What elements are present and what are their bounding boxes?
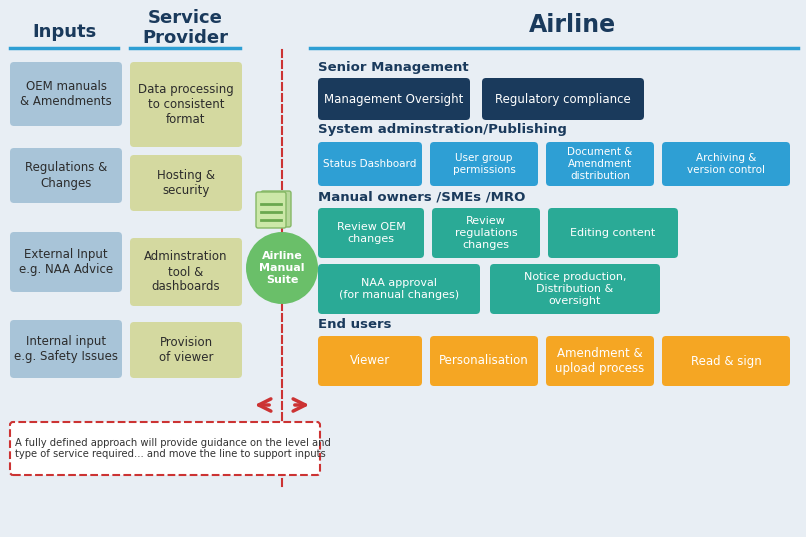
FancyBboxPatch shape bbox=[318, 78, 470, 120]
FancyBboxPatch shape bbox=[10, 62, 122, 126]
Text: End users: End users bbox=[318, 318, 392, 331]
Text: System adminstration/Publishing: System adminstration/Publishing bbox=[318, 124, 567, 136]
Text: Senior Management: Senior Management bbox=[318, 61, 468, 74]
Text: Airline
Manual
Suite: Airline Manual Suite bbox=[260, 251, 305, 285]
FancyBboxPatch shape bbox=[318, 336, 422, 386]
Text: User group
permissions: User group permissions bbox=[452, 153, 516, 175]
FancyBboxPatch shape bbox=[430, 336, 538, 386]
Text: Amendment &
upload process: Amendment & upload process bbox=[555, 347, 645, 375]
Text: Personalisation: Personalisation bbox=[439, 354, 529, 367]
Text: External Input
e.g. NAA Advice: External Input e.g. NAA Advice bbox=[19, 248, 113, 276]
Text: Status Dashboard: Status Dashboard bbox=[323, 159, 417, 169]
Text: Review
regulations
changes: Review regulations changes bbox=[455, 216, 517, 250]
Text: Archiving &
version control: Archiving & version control bbox=[687, 153, 765, 175]
Text: Management Oversight: Management Oversight bbox=[324, 92, 463, 105]
FancyBboxPatch shape bbox=[318, 264, 480, 314]
Text: NAA approval
(for manual changes): NAA approval (for manual changes) bbox=[339, 278, 459, 300]
Text: Document &
Amendment
distribution: Document & Amendment distribution bbox=[567, 147, 633, 180]
FancyBboxPatch shape bbox=[546, 142, 654, 186]
Text: A fully defined approach will provide guidance on the level and
type of service : A fully defined approach will provide gu… bbox=[15, 438, 331, 459]
FancyBboxPatch shape bbox=[490, 264, 660, 314]
FancyBboxPatch shape bbox=[430, 142, 538, 186]
Text: Regulations &
Changes: Regulations & Changes bbox=[25, 162, 107, 190]
Text: Inputs: Inputs bbox=[33, 23, 98, 41]
FancyBboxPatch shape bbox=[10, 320, 122, 378]
Text: Editing content: Editing content bbox=[571, 228, 655, 238]
FancyBboxPatch shape bbox=[256, 192, 286, 228]
Text: Data processing
to consistent
format: Data processing to consistent format bbox=[138, 83, 234, 126]
FancyBboxPatch shape bbox=[10, 422, 320, 475]
Text: Provision
of viewer: Provision of viewer bbox=[159, 336, 214, 364]
Text: Airline: Airline bbox=[529, 13, 616, 37]
FancyBboxPatch shape bbox=[10, 232, 122, 292]
FancyBboxPatch shape bbox=[318, 208, 424, 258]
FancyBboxPatch shape bbox=[10, 148, 122, 203]
Circle shape bbox=[246, 232, 318, 304]
FancyBboxPatch shape bbox=[261, 191, 291, 227]
Text: Service
Provider: Service Provider bbox=[142, 9, 228, 47]
Text: Manual owners /SMEs /MRO: Manual owners /SMEs /MRO bbox=[318, 191, 526, 204]
FancyBboxPatch shape bbox=[548, 208, 678, 258]
FancyBboxPatch shape bbox=[546, 336, 654, 386]
Text: Review OEM
changes: Review OEM changes bbox=[337, 222, 405, 244]
Text: Viewer: Viewer bbox=[350, 354, 390, 367]
FancyBboxPatch shape bbox=[318, 142, 422, 186]
Text: Read & sign: Read & sign bbox=[691, 354, 762, 367]
Text: OEM manuals
& Amendments: OEM manuals & Amendments bbox=[20, 80, 112, 108]
FancyBboxPatch shape bbox=[130, 155, 242, 211]
FancyBboxPatch shape bbox=[130, 322, 242, 378]
Text: Adminstration
tool &
dashboards: Adminstration tool & dashboards bbox=[144, 250, 228, 294]
Text: Notice production,
Distribution &
oversight: Notice production, Distribution & oversi… bbox=[524, 272, 626, 306]
FancyBboxPatch shape bbox=[432, 208, 540, 258]
Text: Internal input
e.g. Safety Issues: Internal input e.g. Safety Issues bbox=[14, 335, 118, 363]
Text: Hosting &
security: Hosting & security bbox=[157, 169, 215, 197]
FancyBboxPatch shape bbox=[482, 78, 644, 120]
FancyBboxPatch shape bbox=[662, 336, 790, 386]
Text: Regulatory compliance: Regulatory compliance bbox=[495, 92, 631, 105]
FancyBboxPatch shape bbox=[130, 238, 242, 306]
FancyBboxPatch shape bbox=[662, 142, 790, 186]
FancyBboxPatch shape bbox=[130, 62, 242, 147]
